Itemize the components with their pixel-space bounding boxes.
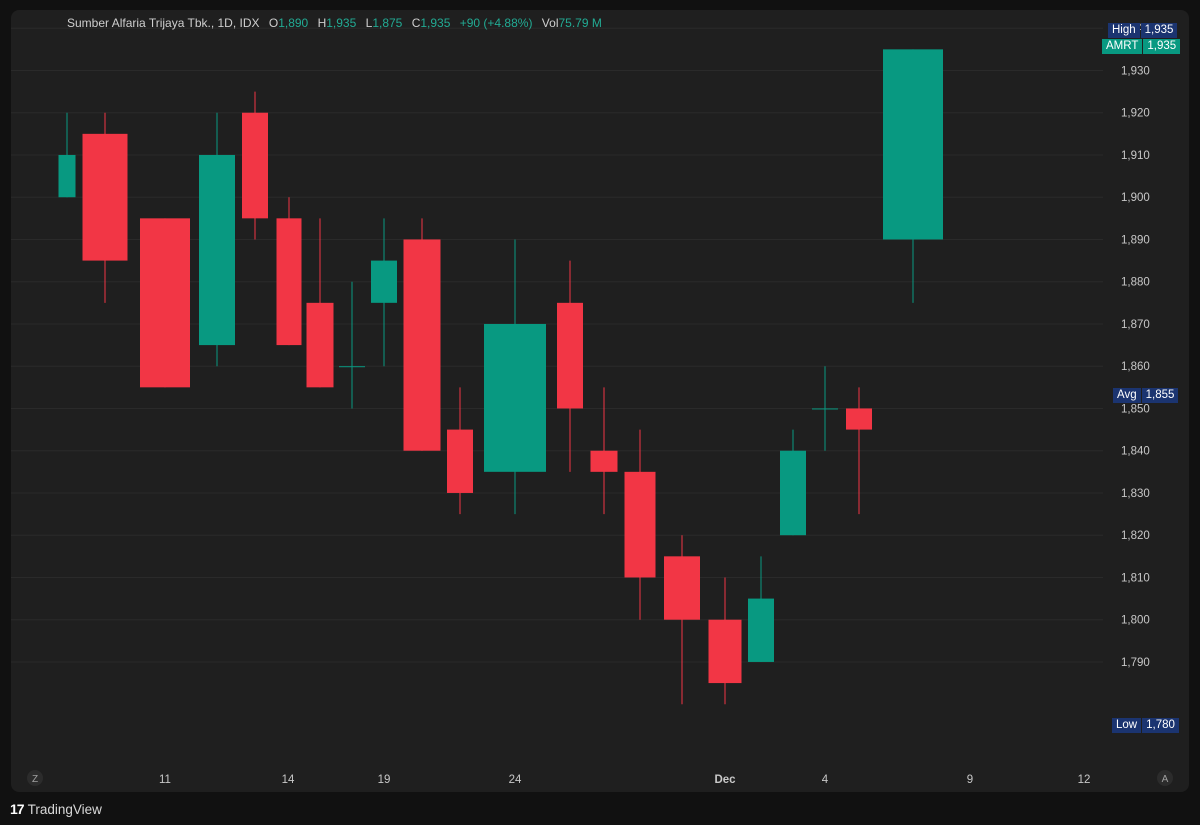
y-tick-label: 1,920 — [1121, 108, 1150, 120]
tradingview-brand: TradingView — [27, 801, 102, 817]
open-value: 1,890 — [278, 16, 309, 30]
low-price-tag: Low 1,780 — [1112, 718, 1179, 733]
candle-body-down — [624, 471, 656, 578]
y-tick-label: 1,790 — [1121, 657, 1150, 669]
candle-body-down — [447, 429, 473, 493]
x-tick-label: 4 — [822, 774, 829, 786]
y-tick-label: 1,890 — [1121, 234, 1150, 246]
avg-price-tag: Avg 1,855 — [1113, 388, 1179, 403]
last-price-tag: AMRT 1,935 — [1102, 39, 1181, 54]
candle-body-down — [306, 302, 334, 388]
y-tick-label: 1,800 — [1121, 615, 1150, 627]
x-tick-label: Dec — [714, 774, 736, 786]
x-tick-label: 14 — [282, 774, 295, 786]
candle-body-up — [748, 598, 774, 662]
high-tag-value: 1,935 — [1140, 23, 1178, 38]
candle-body-up — [58, 154, 76, 198]
tradingview-logo[interactable]: 17 TradingView — [10, 800, 102, 818]
candle-body-up — [371, 260, 397, 303]
candlestick-chart[interactable]: 1,790 1,800 1,810 1,820 1,830 1,840 1,850 1,860… — [11, 10, 1189, 792]
zoom-axis-button[interactable] — [27, 770, 43, 786]
high-label: H — [317, 16, 327, 30]
y-tick-label: 1,810 — [1121, 572, 1150, 584]
high-value: 1,935 — [326, 16, 357, 30]
y-tick-label: 1,860 — [1121, 361, 1150, 373]
candle-body-down — [276, 218, 302, 346]
tradingview-mark-icon: 17 — [10, 801, 25, 817]
low-label: L — [365, 16, 373, 30]
auto-scale-button-label: A — [1162, 774, 1169, 785]
y-tick-label: 1,850 — [1121, 403, 1150, 415]
candle-body-down — [82, 133, 128, 261]
y-tick-label: 1,870 — [1121, 319, 1150, 331]
low-value: 1,875 — [372, 16, 403, 30]
y-tick-label: 1,840 — [1121, 446, 1150, 458]
candle-body-down — [664, 556, 700, 620]
x-tick-label: 9 — [967, 774, 973, 786]
candle-body-up — [780, 450, 806, 536]
candle-body-down — [242, 112, 268, 219]
x-tick-label: 19 — [378, 774, 391, 786]
x-tick-label: 11 — [159, 774, 171, 786]
y-tick-label: 1,910 — [1121, 150, 1150, 162]
x-tick-label: 24 — [509, 774, 522, 786]
high-price-tag: High 1,935 — [1108, 23, 1178, 38]
candle-body-down — [403, 239, 441, 451]
volume-value: 75.79 M — [558, 16, 602, 30]
y-tick-label: 1,930 — [1121, 65, 1150, 77]
candle-body-down — [557, 302, 583, 409]
high-tag-label: High — [1108, 23, 1140, 38]
candle-body-up — [199, 154, 235, 346]
candle-body-up — [883, 49, 943, 240]
close-value: 1,935 — [420, 16, 451, 30]
y-tick-label: 1,900 — [1121, 192, 1150, 204]
y-tick-label: 1,830 — [1121, 488, 1150, 500]
chart-panel: 1,790 1,800 1,810 1,820 1,830 1,840 1,850 1,860… — [11, 10, 1189, 792]
open-label: O — [268, 16, 279, 30]
last-tag-value: 1,935 — [1143, 39, 1181, 54]
y-tick-label: 1,820 — [1121, 530, 1150, 542]
candle-body-down — [708, 619, 742, 684]
close-label: C — [411, 16, 421, 30]
auto-scale-button[interactable] — [1157, 770, 1173, 786]
zoom-axis-button-label: Z — [32, 774, 38, 785]
ohlc-legend: Sumber Alfaria Trijaya Tbk., 1D, IDX O1,… — [67, 16, 602, 30]
last-tag-label: AMRT — [1102, 39, 1143, 54]
change-value: +90 (+4.88%) — [459, 16, 533, 30]
symbol-title[interactable]: Sumber Alfaria Trijaya Tbk., 1D, IDX — [67, 16, 260, 30]
avg-tag-label: Avg — [1113, 388, 1141, 403]
volume-label: Vol — [541, 16, 559, 30]
candle-body-down — [846, 408, 872, 430]
low-tag-label: Low — [1112, 718, 1142, 733]
candle-body-up — [812, 408, 838, 410]
low-tag-value: 1,780 — [1142, 718, 1179, 733]
y-tick-label: 1,880 — [1121, 277, 1150, 289]
candle-body-up — [339, 366, 365, 368]
avg-tag-value: 1,855 — [1141, 388, 1179, 403]
candle-body-down — [140, 218, 190, 388]
candle-body-down — [590, 450, 618, 472]
x-tick-label: 12 — [1078, 774, 1091, 786]
candle-body-up — [484, 323, 546, 472]
